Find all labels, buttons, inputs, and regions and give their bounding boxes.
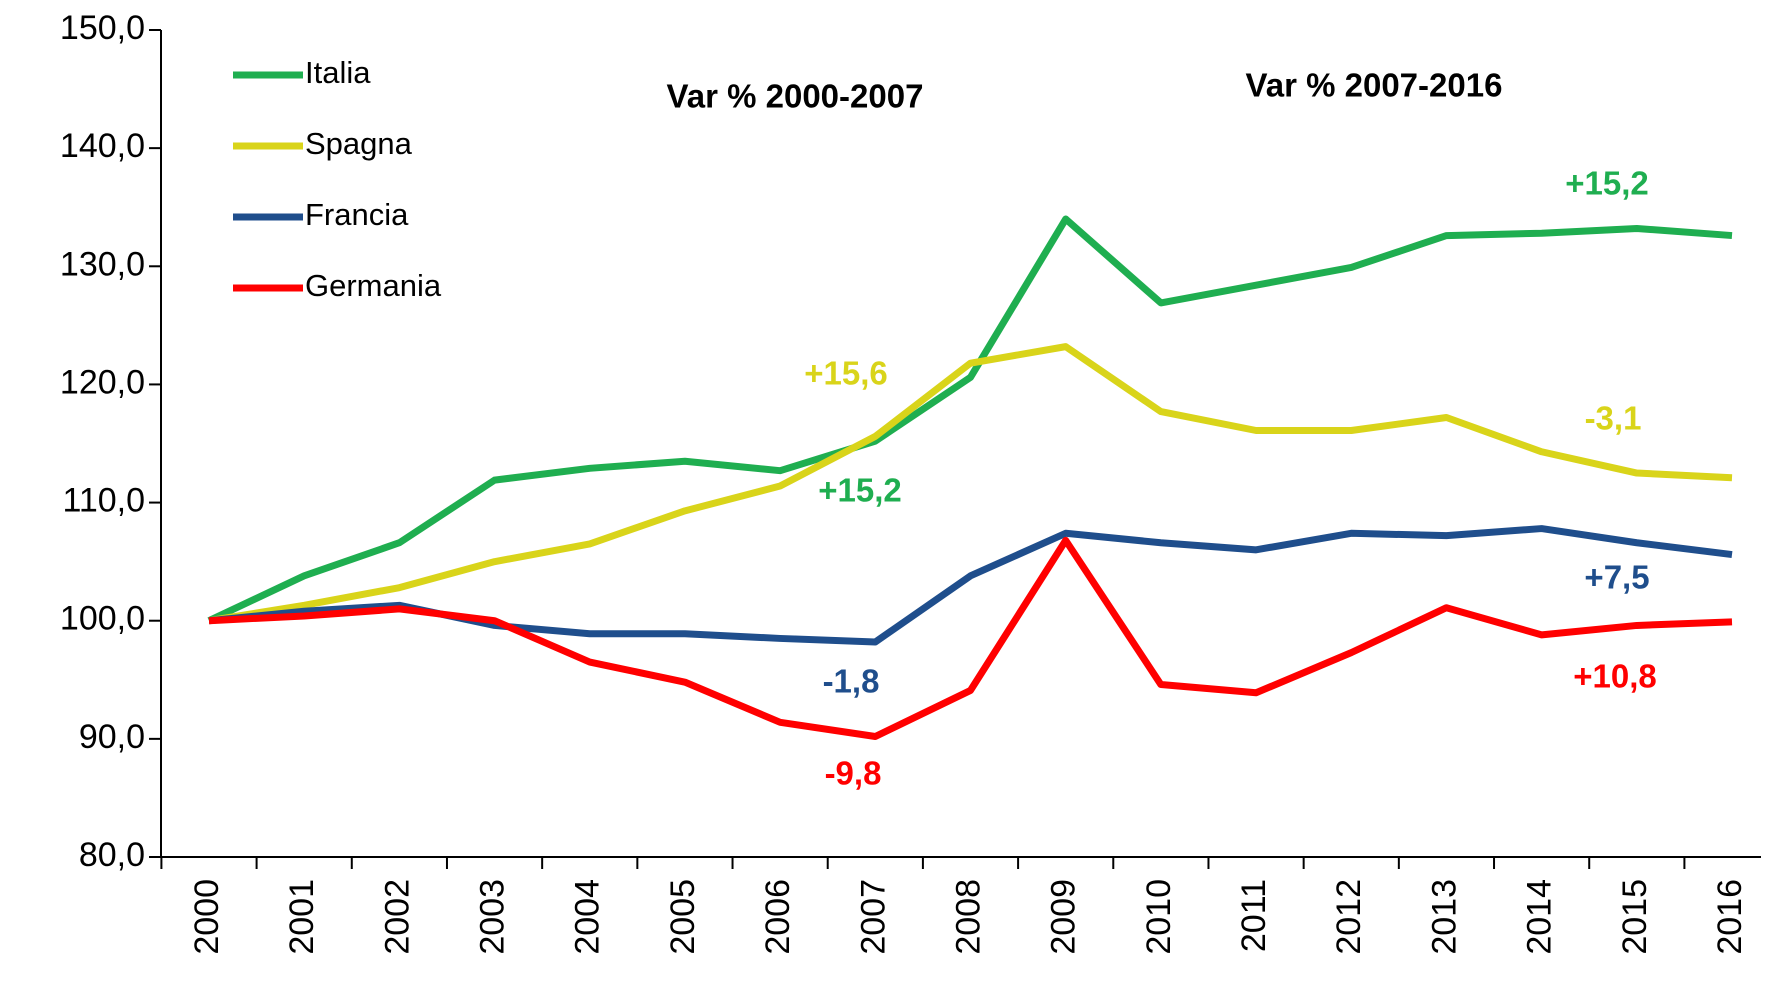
y-tick-label: 100,0 [60, 600, 145, 638]
y-tick-label: 130,0 [60, 245, 145, 283]
y-tick-label: 110,0 [62, 482, 145, 520]
annotation: Var % 2000-2007 [667, 78, 924, 115]
y-tick-label: 120,0 [60, 363, 145, 401]
annotation: Var % 2007-2016 [1246, 67, 1503, 104]
x-tick-label: 2001 [283, 879, 321, 955]
x-tick-label: 2015 [1616, 879, 1654, 955]
annotation: +15,2 [818, 472, 902, 509]
y-tick-label: 80,0 [79, 836, 145, 874]
annotation: +10,8 [1573, 658, 1657, 695]
x-tick-label: 2016 [1711, 879, 1749, 955]
series-line [208, 536, 1733, 740]
x-tick-label: 2014 [1521, 879, 1559, 955]
annotation: +15,2 [1565, 165, 1649, 202]
x-tick-label: 2000 [188, 879, 226, 955]
x-tick-label: 2003 [474, 879, 512, 955]
x-tick-label: 2004 [569, 879, 607, 955]
x-tick-label: 2006 [759, 879, 797, 955]
legend-label: Italia [305, 55, 371, 90]
x-tick-label: 2013 [1425, 879, 1463, 955]
x-tick-label: 2005 [664, 879, 702, 955]
annotation: +15,6 [804, 355, 888, 392]
y-tick-label: 90,0 [79, 718, 145, 756]
y-tick-label: 140,0 [60, 127, 145, 165]
annotation: -1,8 [823, 663, 880, 700]
x-tick-label: 2010 [1140, 879, 1178, 955]
y-tick-label: 150,0 [60, 9, 145, 47]
x-tick-label: 2009 [1045, 879, 1083, 955]
legend-label: Germania [305, 268, 442, 303]
legend-label: Francia [305, 197, 409, 232]
x-tick-label: 2008 [949, 879, 987, 955]
x-tick-label: 2007 [854, 879, 892, 955]
x-tick-label: 2012 [1330, 879, 1368, 955]
x-tick-label: 2002 [378, 879, 416, 955]
series-line [208, 343, 1733, 625]
annotation: -9,8 [825, 755, 882, 792]
annotation: -3,1 [1585, 400, 1642, 437]
x-tick-label: 2011 [1235, 879, 1273, 952]
annotation: +7,5 [1584, 559, 1649, 596]
series-line [207, 215, 1733, 624]
legend-label: Spagna [305, 126, 413, 161]
